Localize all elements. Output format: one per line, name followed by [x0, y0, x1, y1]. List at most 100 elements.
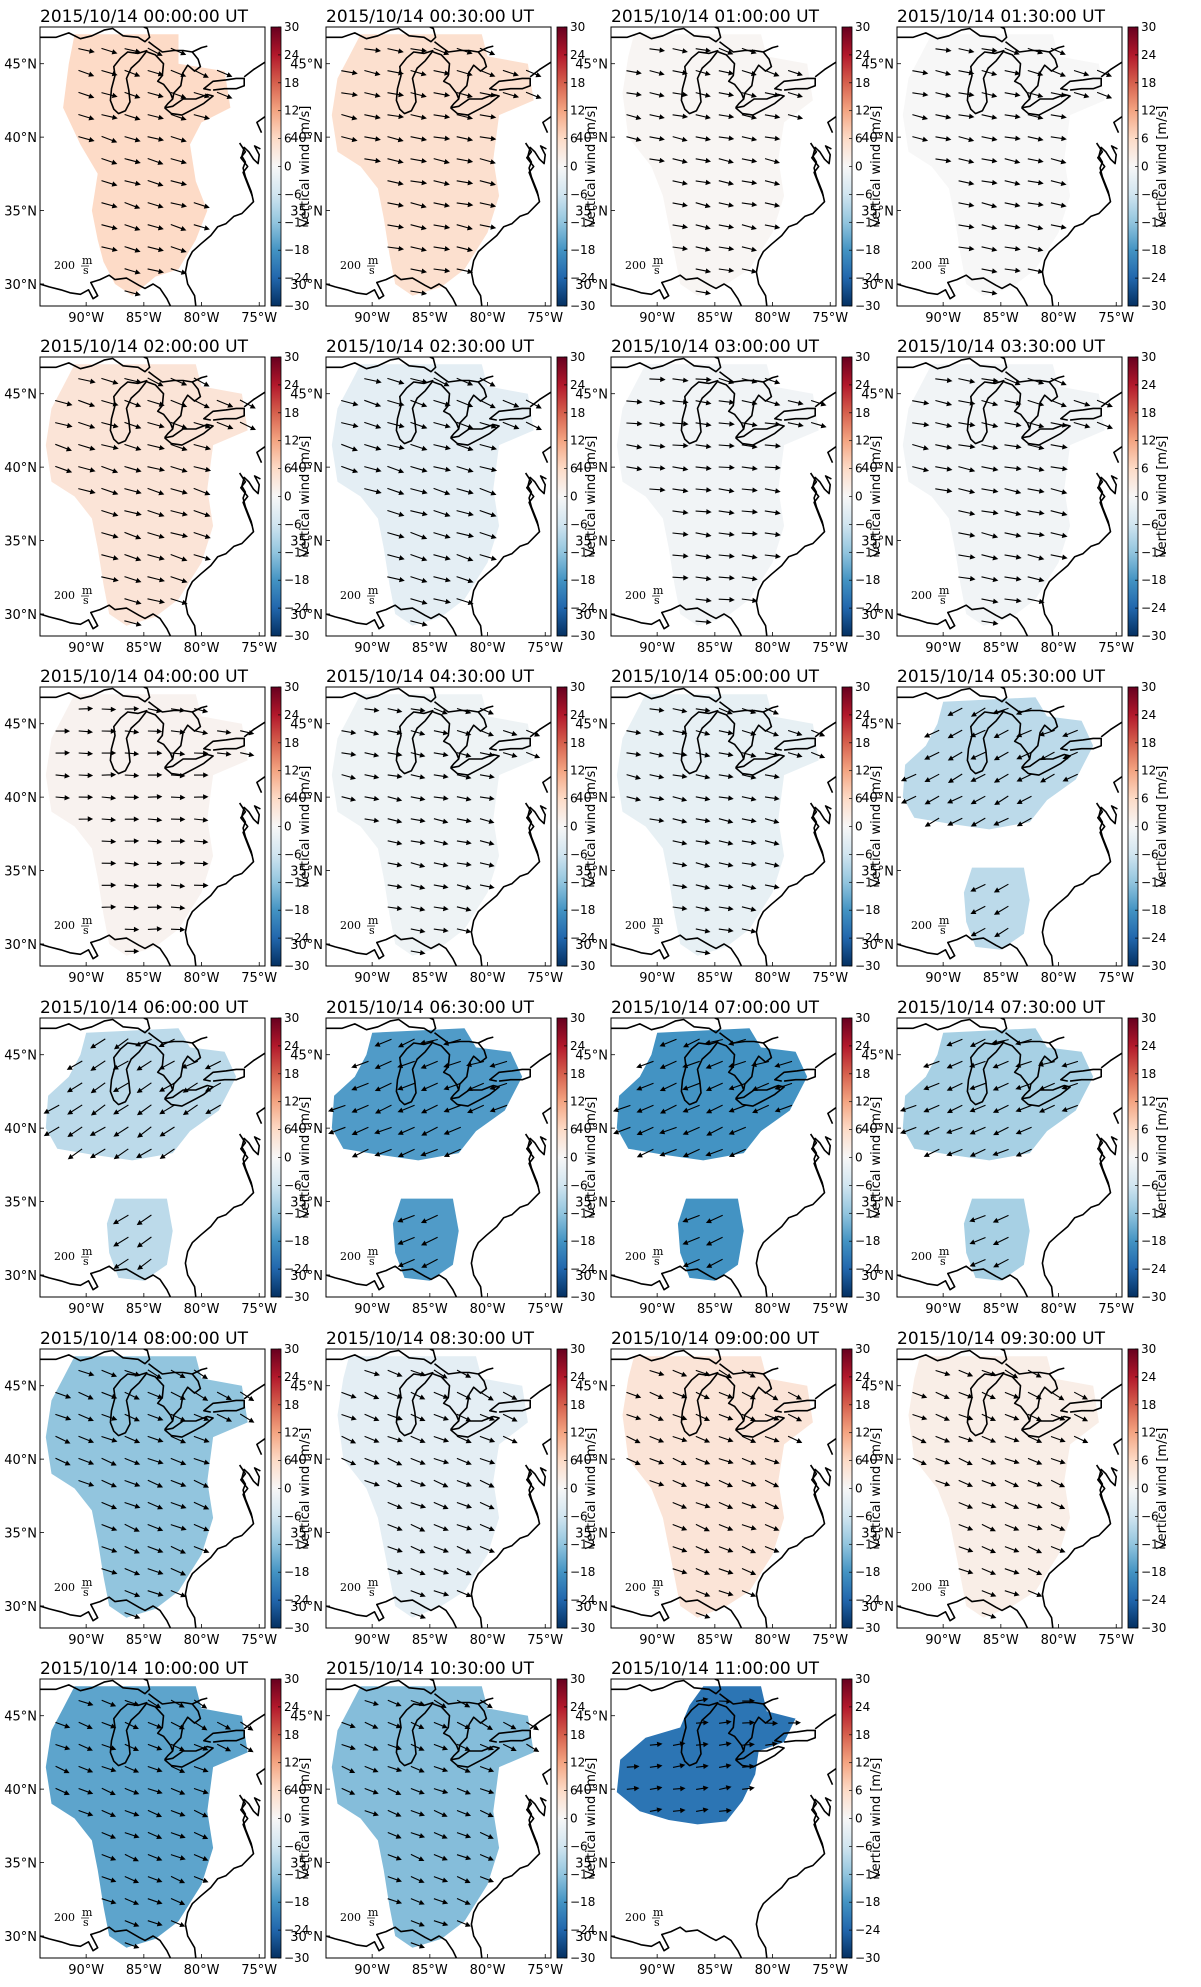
panel-title: 2015/10/14 01:00:00 UT	[611, 7, 820, 27]
wind-arrows	[626, 707, 826, 956]
panel-title: 2015/10/14 06:30:00 UT	[326, 998, 535, 1018]
coastline	[450, 93, 500, 116]
wind-arrows	[912, 47, 1113, 296]
coastline	[450, 1745, 500, 1768]
coastline	[109, 49, 148, 115]
y-tick-label: 40°N	[4, 791, 37, 806]
scale-unit-num: m	[653, 1576, 664, 1589]
coastline	[611, 604, 743, 636]
colorbar: 30 24 18 12 6 0 −6 −12 −18 −24 −30 Vertical wind [m…	[1127, 1011, 1170, 1304]
coastline	[755, 145, 832, 306]
colorbar-tick-label: −18	[570, 573, 595, 587]
scale-label: 200	[54, 1581, 75, 1594]
scale-unit-den: s	[654, 924, 660, 937]
colorbar-tick-label: −30	[855, 1621, 880, 1635]
map-frame	[39, 356, 266, 637]
colorbar: 30 24 18 12 6 0 −6 −12 −18 −24 −30 Vertical wind [m…	[556, 1342, 599, 1635]
scale-unit-num: m	[653, 584, 664, 597]
coastline	[40, 27, 151, 43]
x-tick-label: 90°W	[354, 971, 390, 986]
coastline	[827, 775, 836, 794]
y-tick-label: 40°N	[575, 1453, 608, 1468]
scale-unit-den: s	[369, 924, 375, 937]
wind-arrow-set	[912, 1369, 1089, 1619]
coastline	[755, 1136, 832, 1297]
coastline	[966, 379, 1005, 445]
x-tick-label: 90°W	[639, 1633, 675, 1648]
coastline	[762, 1036, 779, 1044]
coastline	[238, 1133, 254, 1188]
colorbar-label: Vertical wind [m/s]	[584, 106, 599, 228]
x-tick-label: 85°W	[412, 971, 448, 986]
coastline	[1021, 423, 1071, 446]
wind-arrow-set	[55, 1699, 254, 1949]
wind-field-region	[45, 1028, 237, 1161]
coastline	[611, 357, 722, 373]
coastline	[191, 45, 208, 53]
coastline	[897, 604, 1029, 636]
scale-unit-den: s	[654, 594, 660, 607]
coastline	[395, 1371, 434, 1437]
colorbar-tick-label: 0	[570, 1482, 578, 1496]
coastline	[524, 1794, 540, 1849]
colorbar-tick-label: −12	[284, 1206, 309, 1220]
wind-arrow-set	[341, 1369, 518, 1619]
scale-reference: 200 ms	[625, 914, 664, 937]
scale-reference: 200 ms	[911, 254, 950, 277]
colorbar-tick-label: −24	[1141, 1262, 1166, 1276]
coastline	[477, 1036, 494, 1044]
coastline	[774, 737, 816, 751]
coastline	[434, 41, 488, 109]
colorbar-tick-label: −6	[284, 847, 302, 861]
coastline	[191, 705, 208, 713]
colorbar-label: Vertical wind [m/s]	[584, 1428, 599, 1550]
scale-unit-den: s	[83, 1255, 89, 1268]
colorbar-label: Vertical wind [m/s]	[869, 1428, 884, 1550]
wind-arrow-set	[327, 1038, 508, 1268]
map-frame	[610, 1678, 837, 1959]
colorbar-tick-label: −30	[284, 959, 309, 973]
colorbar-tick-label: 24	[570, 1039, 585, 1053]
y-tick-label: 35°N	[290, 1857, 323, 1872]
y-tick-label: 40°N	[4, 461, 37, 476]
map-panel: 2015/10/14 10:00:00 UT 200 ms 90°W 85°W 80°W 7…	[4, 1659, 313, 1978]
x-tick-label: 85°W	[126, 971, 162, 986]
wind-arrow-set	[341, 377, 542, 627]
x-tick-label: 75°W	[527, 1633, 563, 1648]
colorbar-tick-label: −12	[284, 875, 309, 889]
map-panel: 2015/10/14 07:30:00 UT 200 ms 90°W 85°W 80°W 7…	[861, 998, 1170, 1317]
colorbar-tick-label: 24	[284, 1039, 299, 1053]
coastline	[897, 1265, 1029, 1297]
panel-title: 2015/10/14 03:30:00 UT	[897, 337, 1106, 357]
wind-arrows	[912, 1369, 1089, 1619]
colorbar-tick-label: −24	[570, 1923, 595, 1937]
wind-arrows	[912, 377, 1114, 626]
wind-arrow-set	[55, 377, 256, 627]
coastline	[1100, 1052, 1122, 1069]
scale-label: 200	[911, 919, 932, 932]
colorbar-tick-label: 24	[1141, 1370, 1156, 1384]
coastline	[611, 1679, 722, 1695]
coastline	[489, 407, 531, 421]
colorbar-tick-label: 30	[1141, 1342, 1156, 1356]
coastline	[395, 49, 434, 115]
x-tick-label: 85°W	[126, 1302, 162, 1317]
coastline	[814, 1383, 836, 1400]
colorbar-tick-label: 12	[855, 1426, 870, 1440]
scale-unit-den: s	[83, 594, 89, 607]
wind-arrow-set	[900, 707, 1078, 938]
y-tick-label: 35°N	[861, 1527, 894, 1542]
wind-arrows	[327, 1038, 508, 1268]
colorbar-label: Vertical wind [m/s]	[584, 1097, 599, 1219]
colorbar-tick-label: −18	[855, 903, 880, 917]
scale-reference: 200 ms	[625, 1245, 664, 1268]
scale-label: 200	[340, 1250, 361, 1263]
colorbar-tick-label: −6	[1141, 517, 1159, 531]
colorbar-tick-label: 12	[1141, 434, 1156, 448]
wind-field-region	[677, 1198, 744, 1281]
coastline	[680, 709, 719, 775]
colorbar-tick-label: 0	[855, 160, 863, 174]
coastline	[326, 1926, 458, 1958]
coastline	[203, 1729, 245, 1743]
colorbar-tick-label: 30	[284, 350, 299, 364]
